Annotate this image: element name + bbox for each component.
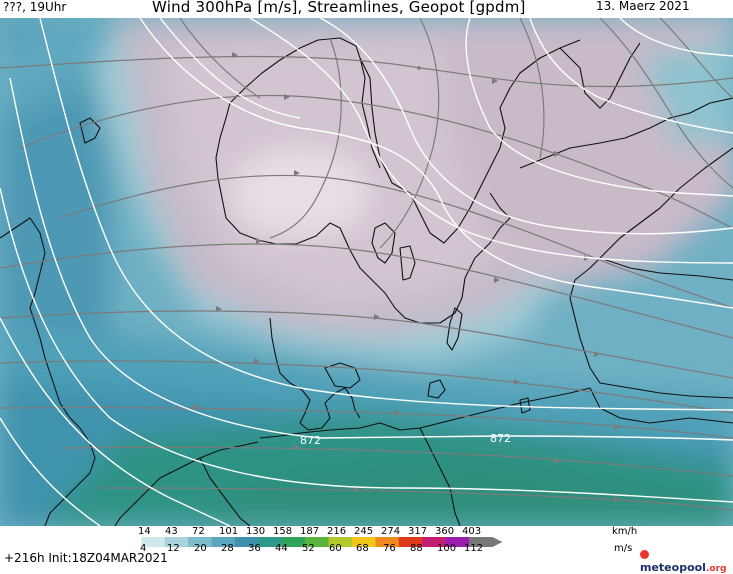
legend-kmh-value: 187: [300, 526, 320, 537]
legend-ms-value: 52: [302, 543, 315, 554]
legend-ms-unit: m/s: [614, 543, 633, 554]
legend-kmh-value: 360: [435, 526, 455, 537]
legend-kmh-value: 14: [138, 526, 151, 537]
valid-time-label: ???, 19Uhr: [3, 0, 67, 14]
legend-color-swatch: [188, 537, 213, 547]
legend-color-swatch: [305, 537, 330, 547]
wind-speed-fill: [0, 18, 733, 526]
legend-color-swatch: [281, 537, 306, 547]
legend-ms-value: 4: [140, 543, 147, 554]
streamlines: [0, 18, 733, 511]
legend-kmh-value: 216: [327, 526, 347, 537]
logo-text: meteopool: [640, 561, 706, 574]
legend-kmh-value: 317: [408, 526, 428, 537]
legend-colorbar: [118, 537, 503, 547]
legend-ms-value: 20: [194, 543, 207, 554]
legend-color-swatch: [164, 537, 189, 547]
legend-ms-value: 112: [464, 543, 484, 554]
legend-color-swatch: [211, 537, 236, 547]
legend-color-swatch: [445, 537, 470, 547]
legend-color-swatch: [398, 537, 423, 547]
legend-ms-value: 36: [248, 543, 261, 554]
legend-ms-value: 60: [329, 543, 342, 554]
meteopool-logo: meteopool.org: [640, 548, 733, 574]
legend-color-swatch: [258, 537, 283, 547]
map-title: Wind 300hPa [m/s], Streamlines, Geopot […: [152, 0, 526, 16]
legend-ms-value: 88: [410, 543, 423, 554]
legend-color-swatch: [375, 537, 400, 547]
map-date: 13. Maerz 2021: [596, 0, 690, 13]
legend-kmh-value: 130: [246, 526, 266, 537]
legend-kmh-value: 72: [192, 526, 205, 537]
legend-ms-value: 28: [221, 543, 234, 554]
streamline-arrows: [194, 52, 620, 502]
legend-kmh-value: 101: [219, 526, 239, 537]
legend-ms-value: 44: [275, 543, 288, 554]
legend-kmh-value: 274: [381, 526, 401, 537]
contour-label: 872: [490, 432, 511, 445]
legend-kmh-unit: km/h: [612, 526, 638, 537]
logo-globe-icon: [640, 550, 649, 559]
weather-map: 872 872: [0, 18, 733, 526]
coastlines: [0, 37, 733, 526]
legend-color-swatch: [118, 537, 142, 547]
legend-color-swatch: [352, 537, 376, 547]
legend-kmh-value: 43: [165, 526, 178, 537]
header-bar: ???, 19Uhr Wind 300hPa [m/s], Streamline…: [0, 0, 733, 18]
legend-arrow-icon: [492, 537, 503, 547]
legend-ms-value: 12: [167, 543, 180, 554]
legend-color-swatch: [328, 537, 353, 547]
legend: 14 43 72 101 130 158 187 216 245 274 317 360 403 km/h…: [0, 526, 733, 574]
legend-ms-value: 68: [356, 543, 369, 554]
legend-color-swatch: [141, 537, 166, 547]
legend-ms-value: 76: [383, 543, 396, 554]
legend-color-swatch: [235, 537, 259, 547]
model-run-label: +216h Init:18Z04MAR2021: [4, 551, 168, 565]
legend-color-swatch: [469, 537, 493, 547]
legend-ms-value: 100: [437, 543, 457, 554]
legend-kmh-value: 403: [462, 526, 482, 537]
contour-label: 872: [300, 434, 321, 447]
legend-color-swatch: [422, 537, 447, 547]
legend-kmh-value: 245: [354, 526, 374, 537]
geopotential-contours: [0, 18, 733, 526]
legend-kmh-value: 158: [273, 526, 293, 537]
